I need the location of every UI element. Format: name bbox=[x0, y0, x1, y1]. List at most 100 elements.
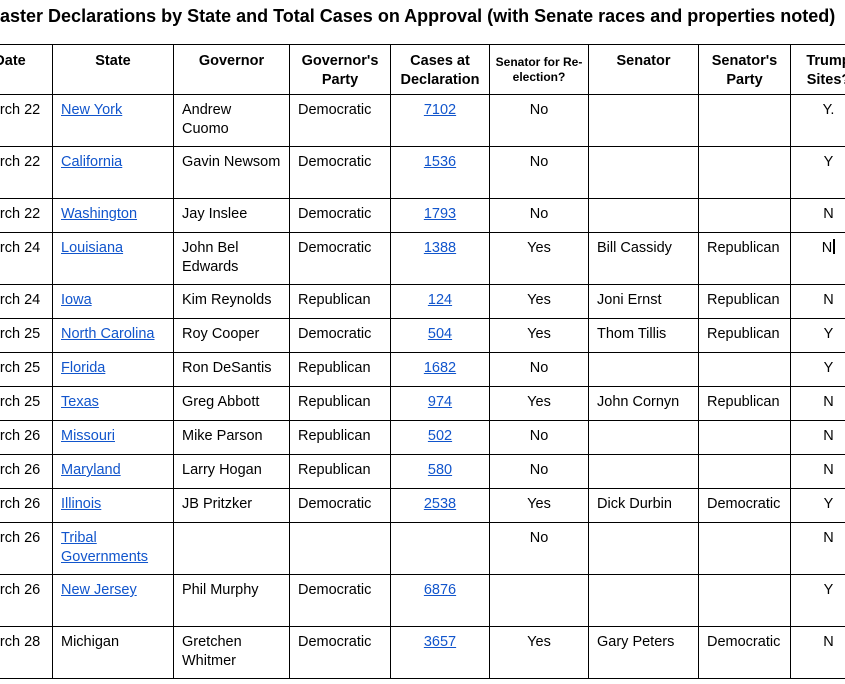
table-row: March 26 Missouri Mike Parson Republican 502… bbox=[0, 420, 845, 455]
trump-sites-cell: N bbox=[790, 386, 845, 421]
col-header-trump-sites: Trump Sites? bbox=[790, 44, 845, 95]
reelection-cell: No bbox=[489, 198, 589, 233]
cases-cell: 1536 bbox=[390, 146, 490, 199]
governor-cell: Larry Hogan bbox=[173, 454, 290, 489]
senator-cell: Joni Ernst bbox=[588, 284, 699, 319]
cases-link[interactable]: 3657 bbox=[423, 634, 457, 650]
date-cell: March 22 bbox=[0, 198, 53, 233]
table-row: March 22 California Gavin Newsom Democratic… bbox=[0, 146, 845, 199]
trump-sites-cell: N bbox=[790, 454, 845, 489]
state-cell: Maryland bbox=[52, 454, 174, 489]
cases-link[interactable]: 974 bbox=[427, 394, 453, 410]
governor-cell-text: JB Pritzker bbox=[182, 496, 253, 512]
trump-sites-cell: Y bbox=[790, 146, 845, 199]
reelection-cell-text: Yes bbox=[527, 292, 551, 308]
senator-party-cell bbox=[698, 420, 791, 455]
governor-party-cell-text: Democratic bbox=[298, 206, 372, 222]
date-cell-text: March 25 bbox=[0, 326, 41, 342]
governor-cell-text: John Bel Edwards bbox=[182, 240, 239, 275]
trump-sites-cell-text: N bbox=[823, 462, 834, 478]
state-link[interactable]: North Carolina bbox=[61, 326, 155, 342]
senator-cell bbox=[588, 352, 699, 387]
state-link[interactable]: Illinois bbox=[61, 496, 102, 512]
date-cell: March 28 bbox=[0, 626, 53, 679]
senator-cell-text: Dick Durbin bbox=[597, 496, 672, 512]
senator-cell: John Cornyn bbox=[588, 386, 699, 421]
col-header-governor-party: Governor's Party bbox=[289, 44, 391, 95]
header-row: Date State Governor Governor's Party Cas… bbox=[0, 44, 845, 95]
table-row: March 22 New York Andrew Cuomo Democratic 71… bbox=[0, 94, 845, 147]
governor-party-cell: Democratic bbox=[289, 232, 391, 285]
state-link[interactable]: Florida bbox=[61, 360, 106, 376]
state-link[interactable]: Washington bbox=[61, 206, 138, 222]
state-link[interactable]: Missouri bbox=[61, 428, 115, 444]
cases-link[interactable]: 1682 bbox=[423, 360, 457, 376]
trump-sites-cell: N bbox=[790, 420, 845, 455]
cases-link[interactable]: 6876 bbox=[423, 582, 457, 598]
trump-sites-cell: Y. bbox=[790, 94, 845, 147]
date-cell-text: March 26 bbox=[0, 530, 41, 546]
trump-sites-cell-text: Y bbox=[823, 582, 834, 598]
senator-party-cell-text: Democratic bbox=[707, 634, 781, 650]
governor-cell bbox=[173, 522, 290, 575]
cases-cell: 580 bbox=[390, 454, 490, 489]
governor-cell: Ron DeSantis bbox=[173, 352, 290, 387]
cases-link[interactable]: 580 bbox=[427, 462, 453, 478]
governor-cell: Andrew Cuomo bbox=[173, 94, 290, 147]
governor-cell-text: Larry Hogan bbox=[182, 462, 262, 478]
state-link[interactable]: Louisiana bbox=[61, 240, 124, 256]
trump-sites-cell: Y bbox=[790, 574, 845, 627]
col-header-date: Date bbox=[0, 44, 53, 95]
cases-link[interactable]: 7102 bbox=[423, 102, 457, 118]
senator-party-cell bbox=[698, 574, 791, 627]
state-cell: Iowa bbox=[52, 284, 174, 319]
cases-link[interactable]: 1388 bbox=[423, 240, 457, 256]
reelection-cell: No bbox=[489, 454, 589, 489]
governor-party-cell-text: Republican bbox=[298, 462, 371, 478]
table-row: March 26 Maryland Larry Hogan Republican 580… bbox=[0, 454, 845, 489]
cases-link[interactable]: 1536 bbox=[423, 154, 457, 170]
trump-sites-cell-text: N bbox=[823, 206, 834, 222]
table-row: March 24 Louisiana John Bel Edwards Democra… bbox=[0, 232, 845, 285]
cases-link[interactable]: 124 bbox=[427, 292, 453, 308]
governor-cell: Jay Inslee bbox=[173, 198, 290, 233]
state-link[interactable]: Maryland bbox=[61, 462, 121, 478]
date-cell: March 25 bbox=[0, 352, 53, 387]
state-link[interactable]: Texas bbox=[61, 394, 99, 410]
table-row: March 26 Illinois JB Pritzker Democratic 253… bbox=[0, 488, 845, 523]
cases-link[interactable]: 1793 bbox=[423, 206, 457, 222]
cases-cell: 1388 bbox=[390, 232, 490, 285]
state-link[interactable]: Tribal Governments bbox=[61, 530, 149, 565]
state-link[interactable]: Iowa bbox=[61, 292, 92, 308]
state-link[interactable]: New Jersey bbox=[61, 582, 137, 598]
state-cell: Tribal Governments bbox=[52, 522, 174, 575]
table-row: March 25 Texas Greg Abbott Republican 974 Yes… bbox=[0, 386, 845, 421]
governor-party-cell: Democratic bbox=[289, 574, 391, 627]
date-cell-text: March 24 bbox=[0, 240, 41, 256]
reelection-cell: No bbox=[489, 522, 589, 575]
senator-party-cell bbox=[698, 146, 791, 199]
trump-sites-cell-text: Y bbox=[823, 154, 834, 170]
trump-sites-cell-text: Y. bbox=[822, 102, 835, 118]
state-link[interactable]: California bbox=[61, 154, 123, 170]
date-cell-text: March 26 bbox=[0, 462, 41, 478]
governor-party-cell: Democratic bbox=[289, 626, 391, 679]
state-cell: New Jersey bbox=[52, 574, 174, 627]
reelection-cell-text: No bbox=[529, 462, 549, 478]
cases-cell: 3657 bbox=[390, 626, 490, 679]
senator-cell-text: Bill Cassidy bbox=[597, 240, 672, 256]
reelection-cell-text: Yes bbox=[527, 240, 551, 256]
cases-link[interactable]: 504 bbox=[427, 326, 453, 342]
trump-sites-cell: N bbox=[790, 198, 845, 233]
state-link[interactable]: New York bbox=[61, 102, 123, 118]
cases-link[interactable]: 2538 bbox=[423, 496, 457, 512]
trump-sites-cell: Y bbox=[790, 318, 845, 353]
senator-cell bbox=[588, 94, 699, 147]
cases-cell: 974 bbox=[390, 386, 490, 421]
table-row: March 28 Michigan Gretchen Whitmer Democrat… bbox=[0, 626, 845, 679]
governor-cell-text: Phil Murphy bbox=[182, 582, 259, 598]
governor-party-cell-text: Democratic bbox=[298, 326, 372, 342]
governor-cell: John Bel Edwards bbox=[173, 232, 290, 285]
cases-link[interactable]: 502 bbox=[427, 428, 453, 444]
date-cell-text: March 25 bbox=[0, 394, 41, 410]
